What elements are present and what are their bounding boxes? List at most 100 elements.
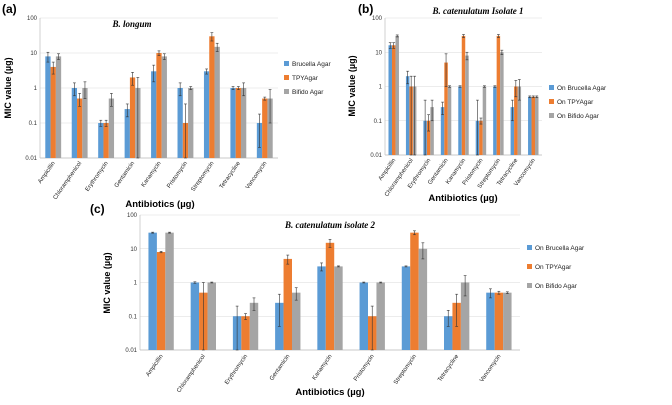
x-tick-label: Gentamicin [114, 161, 136, 189]
y-tick-label: 100 [127, 213, 138, 219]
bar [207, 282, 216, 350]
bar [430, 107, 434, 155]
x-tick-label: Vancomycin [479, 354, 502, 384]
bar [267, 98, 273, 158]
y-axis-label: MIC value (µg) [3, 57, 13, 118]
bar [165, 232, 174, 350]
x-tick-label: Streptomycin [393, 354, 418, 386]
bar [177, 88, 183, 158]
bar [151, 71, 157, 158]
y-tick-label: 10 [130, 247, 137, 253]
bar [325, 242, 335, 350]
bar [262, 98, 268, 158]
bar [317, 266, 326, 350]
x-tick-label: Streptomycin [191, 161, 216, 193]
bar [230, 88, 236, 158]
x-tick-label: Pristomycin [353, 354, 376, 383]
bar [395, 35, 399, 155]
bar [214, 46, 220, 158]
bar [334, 266, 343, 350]
legend-label: TPYAgar [292, 75, 319, 82]
x-tick-label: Tetracycline [437, 353, 460, 383]
bar [535, 96, 539, 155]
chart-title: B. catenulatum Isolate 1 [431, 6, 523, 16]
y-tick-label: 1 [134, 281, 138, 287]
bar [71, 88, 78, 158]
y-tick-label: 1 [34, 86, 38, 92]
y-tick-label: 1 [379, 85, 383, 91]
legend-swatch [549, 99, 554, 104]
bar [458, 86, 462, 155]
legend: On Brucella Agar On TPYAgar On Bifido Agar [549, 85, 607, 120]
legend-label: On TPYAgar [535, 264, 572, 271]
x-axis-label: Antibiotics (µg) [295, 387, 364, 398]
y-tick-label: 10 [30, 51, 37, 57]
x-tick-label: Kanamycin [312, 354, 334, 382]
x-tick-label: Erythromycin [224, 354, 249, 386]
bar [209, 36, 215, 159]
bar [241, 316, 250, 350]
bar [465, 55, 469, 155]
legend-swatch [549, 113, 554, 118]
chart-panel-b: 0.010.1110100AmpicillinChloramphenicolEr… [347, 2, 607, 204]
legend-label: On TPYAgar [557, 99, 594, 106]
bar [514, 86, 518, 155]
bar [510, 107, 515, 155]
bar [235, 88, 241, 158]
x-tick-label: Chloramphenicol [176, 354, 207, 394]
bar [418, 248, 428, 350]
bar [500, 52, 504, 155]
bar [401, 266, 411, 350]
bar [494, 292, 504, 350]
bar [531, 96, 536, 155]
y-tick-label: 100 [27, 16, 38, 22]
bar [240, 88, 247, 158]
y-axis-label: MIC value (µg) [347, 55, 357, 116]
bar [98, 123, 104, 158]
bar [461, 35, 466, 155]
x-tick-label: Erythromycin [85, 161, 110, 193]
x-axis-label: Antibiotics (µg) [428, 193, 497, 204]
bar [188, 88, 194, 158]
bar [503, 292, 512, 350]
bar [50, 66, 56, 158]
bar [359, 282, 368, 350]
y-tick-label: 10 [375, 50, 382, 56]
legend-label: On Bifido Agar [535, 283, 578, 290]
legend: On Brucella Agar On TPYAgar On Bifido Agar [527, 245, 585, 290]
legend-swatch [527, 245, 532, 250]
legend-label: On Bifido Agar [557, 113, 600, 120]
bar [108, 98, 115, 158]
y-tick-label: 0.1 [374, 119, 383, 125]
bar [203, 71, 210, 158]
panel-label: (c) [90, 202, 105, 216]
legend-swatch [284, 89, 289, 94]
x-tick-label: Gentamicin [269, 354, 291, 382]
bar [77, 98, 83, 158]
bar [156, 252, 166, 350]
bar [249, 302, 259, 350]
bar [486, 292, 495, 350]
bar [129, 77, 136, 158]
legend-label: Brucella Agar [292, 61, 331, 68]
y-tick-label: 0.01 [370, 153, 382, 159]
bar [55, 56, 62, 159]
x-tick-label: Chloramphenicol [53, 161, 84, 201]
x-tick-label: Vancomycin [245, 161, 268, 191]
legend-label: On Brucella Agar [557, 85, 607, 92]
panel-label: (a) [2, 2, 17, 16]
bar [447, 86, 452, 155]
chart-title: B. catenulatum isolate 2 [284, 220, 376, 230]
bar [479, 120, 483, 155]
bar [156, 53, 162, 158]
y-tick-label: 0.01 [25, 156, 37, 162]
y-tick-label: 0.1 [29, 121, 38, 127]
bar [528, 96, 532, 155]
bar [444, 316, 453, 350]
bar [292, 292, 301, 350]
bar [391, 45, 396, 155]
bar [148, 232, 157, 350]
bar [496, 35, 501, 155]
